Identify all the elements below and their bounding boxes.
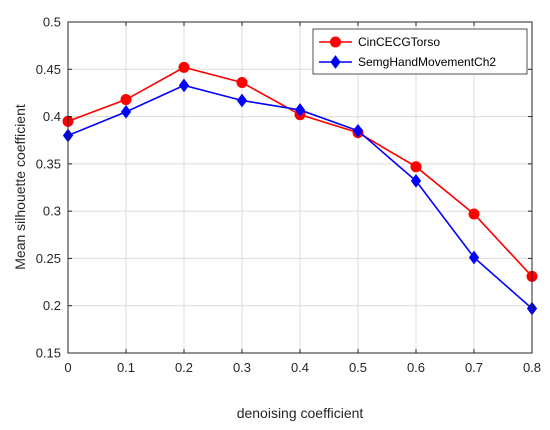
data-point: [236, 93, 248, 108]
y-tick-label: 0.3: [43, 204, 61, 219]
y-tick-label: 0.15: [36, 346, 61, 361]
x-tick-label: 0.3: [233, 360, 251, 375]
legend-label: CinCECGTorso: [358, 35, 440, 49]
x-tick-label: 0: [64, 360, 71, 375]
data-point: [410, 174, 422, 188]
series-SemgHandMovementCh2: [62, 78, 538, 316]
legend-marker: [330, 55, 341, 69]
y-tick-label: 0.25: [36, 251, 61, 266]
data-point: [294, 103, 306, 117]
y-tick-label: 0.5: [43, 15, 61, 30]
series-layer: [62, 61, 538, 316]
data-point: [352, 123, 364, 138]
x-tick-label: 0.2: [175, 360, 193, 375]
legend-label: SemgHandMovementCh2: [358, 55, 496, 69]
legend-box: [312, 28, 528, 75]
legend: CinCECGTorso SemgHandMovementCh2: [312, 28, 528, 75]
data-point: [120, 94, 132, 106]
data-point: [468, 208, 480, 220]
x-tick-label: 0.7: [465, 360, 483, 375]
legend-marker: [330, 36, 341, 48]
data-point: [120, 105, 132, 119]
x-axis-label: denoising coefficient: [237, 405, 364, 421]
data-point: [468, 250, 480, 265]
legend-item: SemgHandMovementCh2: [319, 55, 496, 69]
x-tick-label: 0.1: [117, 360, 135, 375]
data-point: [236, 77, 248, 89]
x-tick-label: 0.4: [291, 360, 309, 375]
y-tick-label: 0.45: [36, 62, 61, 77]
data-point: [410, 161, 422, 173]
x-tick-label: 0.5: [349, 360, 367, 375]
axis-ticks: [67, 21, 533, 354]
y-tick-label: 0.2: [43, 298, 61, 313]
y-tick-label: 0.35: [36, 156, 61, 171]
legend-item: CinCECGTorso: [319, 35, 440, 49]
x-tick-label: 0.8: [523, 360, 541, 375]
tick-labels: 0 0.1 0.2 0.3 0.4 0.5 0.6 0.7 0.8 0.15 0.2 0.25 0.3 0…: [36, 15, 541, 376]
y-axis-label: Mean silhouette coefficient: [12, 104, 28, 270]
data-point: [178, 61, 190, 73]
data-point: [178, 78, 190, 93]
y-tick-label: 0.4: [43, 109, 61, 124]
x-tick-label: 0.6: [407, 360, 425, 375]
